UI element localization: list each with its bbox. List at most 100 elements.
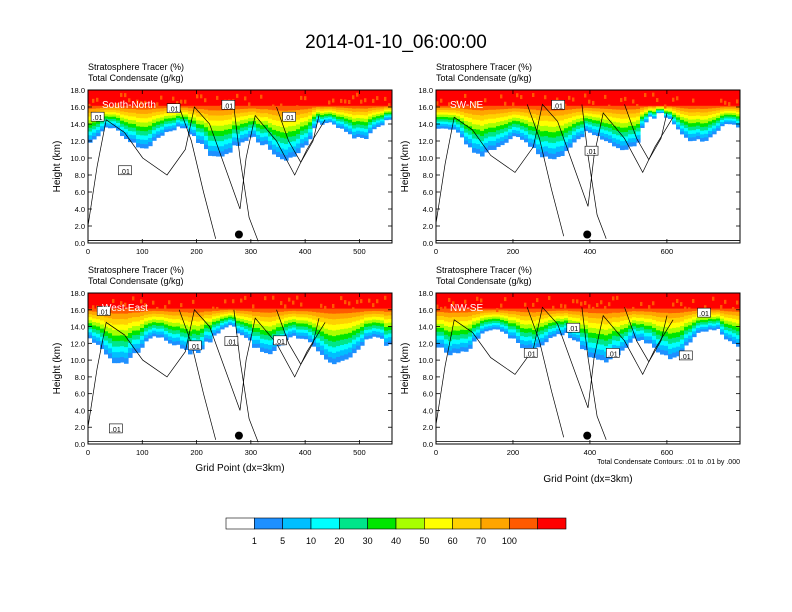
y-tick-label: 12.0 [418, 137, 433, 146]
tracer-band [160, 132, 165, 136]
tracer-band [520, 323, 525, 329]
tracer-band [252, 114, 257, 118]
tracer-band [724, 121, 729, 125]
tracer-band [700, 321, 705, 325]
tracer-band [160, 293, 165, 309]
tracer-band [632, 310, 637, 315]
tracer-band [596, 293, 601, 309]
tracer-band [376, 107, 381, 110]
tracer-band [708, 320, 713, 324]
tracer-band [656, 107, 661, 109]
tracer-band [628, 125, 633, 131]
tracer-band [620, 113, 625, 119]
contour-label-box [606, 348, 620, 358]
tracer-band [340, 118, 345, 122]
tracer-band [656, 334, 661, 340]
tracer-band [336, 329, 341, 336]
tracer-band [248, 330, 253, 334]
tracer-band [256, 327, 261, 332]
tracer-band [272, 114, 277, 121]
tracer-band [644, 90, 649, 106]
tracer-band [596, 328, 601, 334]
tracer-band [648, 311, 653, 316]
tracer-band [692, 90, 697, 106]
tracer-band [336, 120, 341, 124]
tracer-band [504, 116, 509, 121]
tracer-band [360, 134, 365, 138]
tracer-band [144, 100, 147, 105]
tracer-band [664, 312, 669, 318]
tracer-band [160, 95, 163, 100]
tracer-band [552, 142, 557, 149]
tracer-band [576, 314, 581, 319]
tracer-band [220, 140, 225, 147]
tracer-band [256, 108, 261, 113]
tracer-band [584, 337, 589, 342]
tracer-band [308, 132, 313, 136]
tracer-band [464, 316, 469, 322]
tracer-band [696, 327, 701, 331]
tracer-band [184, 111, 189, 115]
tracer-band [576, 311, 581, 315]
tracer-band [136, 347, 141, 353]
tracer-band [332, 114, 337, 117]
tracer-band [636, 333, 641, 338]
tracer-band [380, 110, 385, 114]
tracer-band [480, 320, 485, 324]
tracer-band [608, 90, 613, 106]
tracer-band [248, 127, 253, 131]
tracer-band [652, 106, 657, 108]
tracer-band [328, 345, 333, 352]
tracer-band [652, 92, 655, 97]
tracer-band [112, 116, 117, 119]
tracer-band [172, 337, 177, 342]
tracer-band [688, 331, 693, 336]
tracer-band [120, 120, 125, 124]
tracer-band [228, 309, 233, 312]
tracer-band [692, 129, 697, 134]
tracer-band [364, 293, 369, 309]
tracer-band [308, 328, 313, 333]
tracer-band [232, 128, 237, 134]
tracer-band [684, 114, 689, 119]
tracer-band [340, 123, 345, 127]
tracer-band [264, 334, 269, 340]
tracer-band [128, 347, 133, 353]
tracer-band [464, 346, 469, 352]
tracer-band [712, 107, 717, 112]
y-tick-label: 8.0 [75, 171, 85, 180]
tracer-band [172, 341, 177, 346]
tracer-band [644, 311, 649, 316]
panel-label: South-North [102, 100, 156, 111]
tracer-band [712, 327, 717, 331]
tracer-band [500, 116, 505, 122]
tracer-band [480, 322, 485, 326]
tracer-band [356, 345, 361, 350]
tracer-band [488, 323, 493, 326]
tracer-band [236, 293, 241, 309]
tracer-band [604, 340, 609, 347]
tracer-band [164, 320, 169, 325]
tracer-band [472, 307, 477, 312]
tracer-band [452, 312, 457, 318]
tracer-band [476, 307, 481, 312]
tracer-band [232, 307, 237, 310]
x-axis-label: Grid Point (dx=3km) [195, 463, 284, 474]
tracer-band [152, 90, 157, 106]
tracer-band [160, 325, 165, 329]
tracer-band [600, 122, 605, 126]
tracer-band [596, 307, 601, 314]
colorbar-label: 40 [391, 536, 401, 546]
tracer-band [332, 358, 337, 365]
tracer-band [244, 108, 249, 113]
tracer-band [216, 330, 221, 334]
tracer-band [324, 323, 329, 329]
tracer-band [488, 307, 493, 311]
tracer-band [468, 323, 473, 329]
tracer-band [700, 119, 705, 124]
tracer-band [548, 325, 553, 330]
tracer-band [460, 124, 465, 128]
tracer-band [108, 337, 113, 344]
tracer-band [572, 97, 575, 102]
tracer-band [492, 293, 497, 309]
